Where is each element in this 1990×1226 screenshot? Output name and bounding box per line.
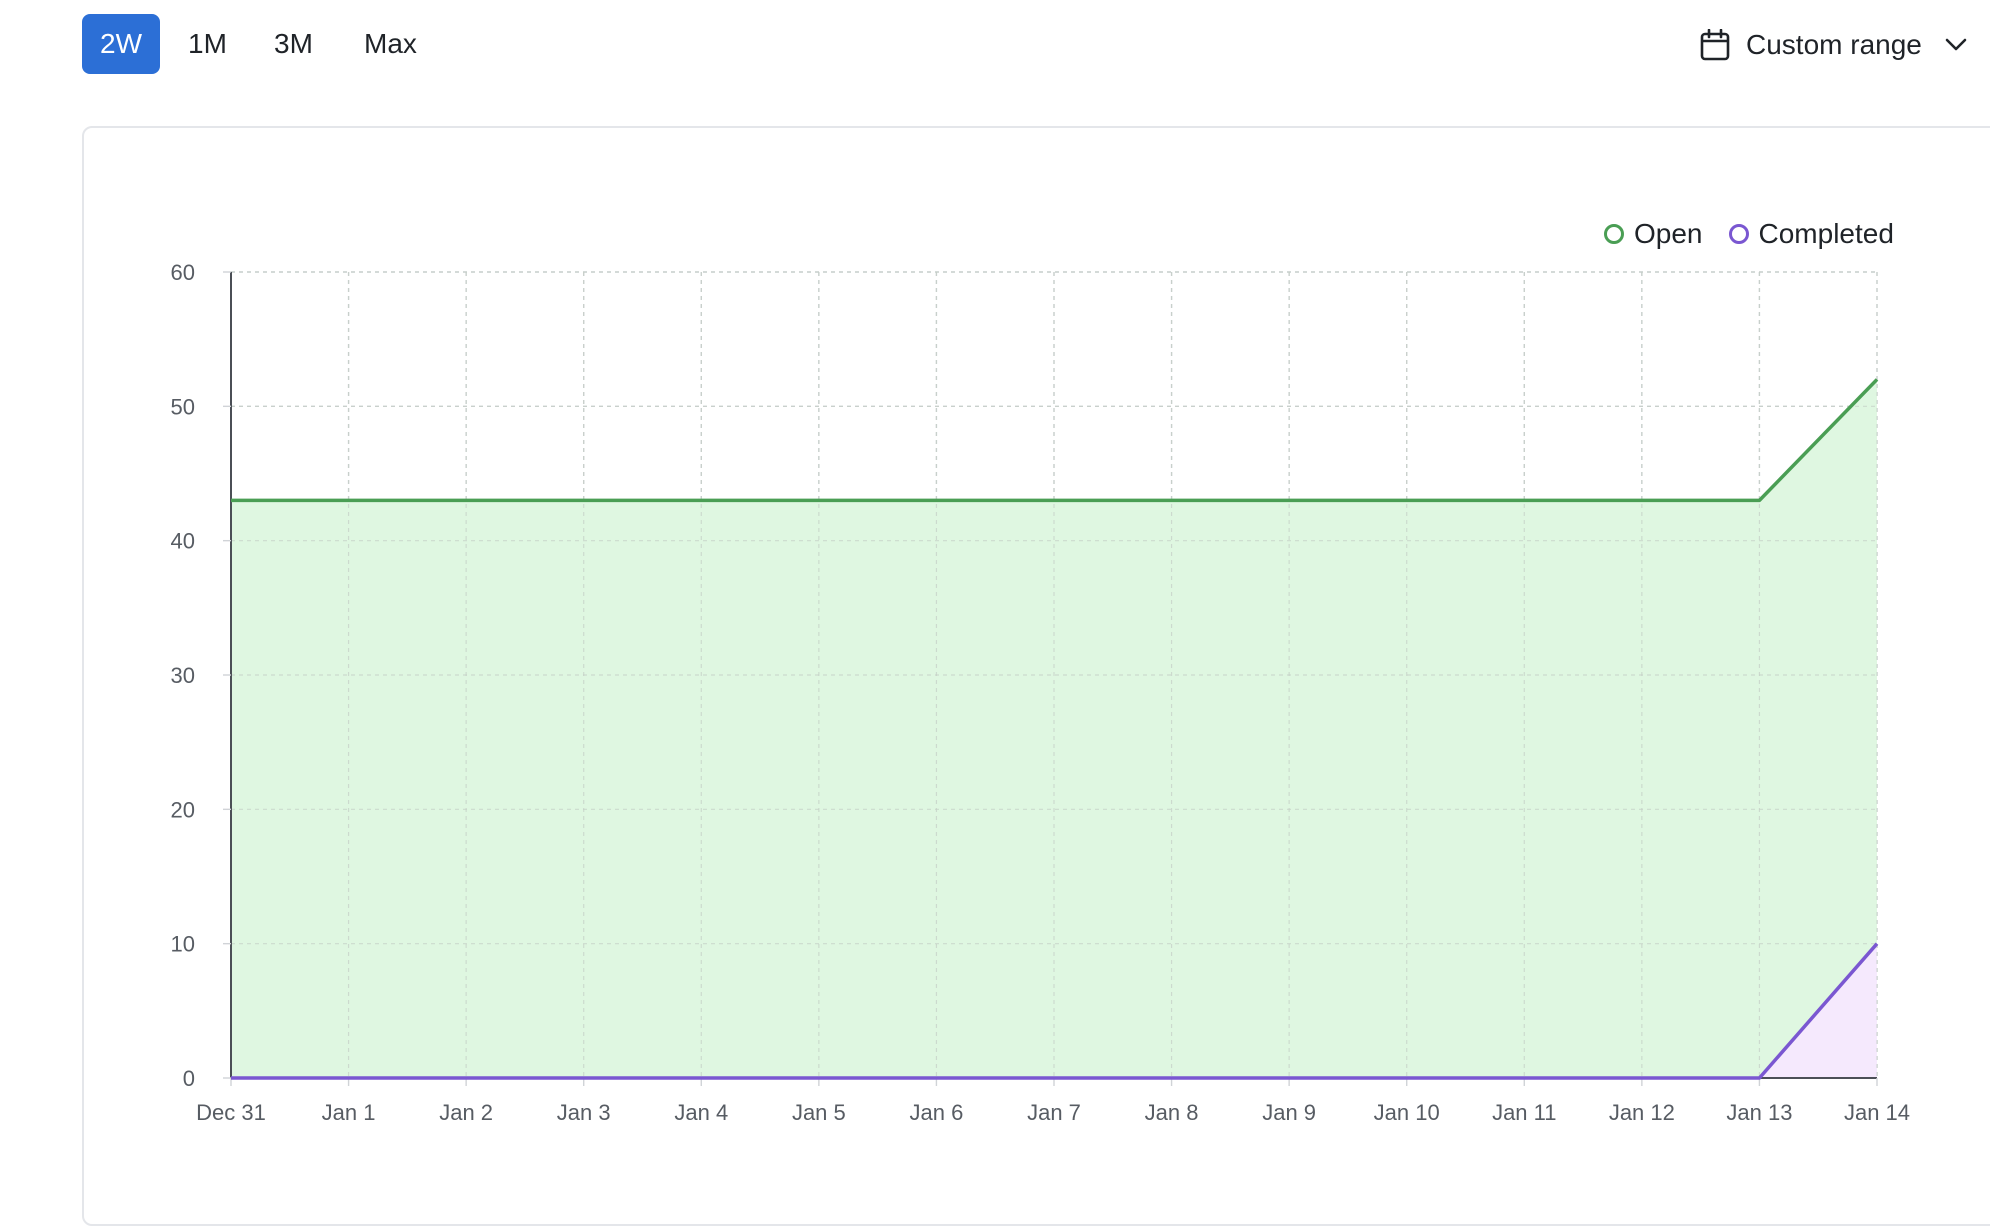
x-tick-label: Jan 13 [1726, 1100, 1792, 1125]
chart-legend: Open Completed [1604, 218, 1894, 250]
x-tick-label: Jan 2 [439, 1100, 493, 1125]
x-tick-label: Jan 14 [1844, 1100, 1910, 1125]
y-tick-label: 10 [171, 932, 195, 957]
toolbar: 2W 1M 3M Max Custom range [0, 0, 1990, 100]
chart: 0 10 20 30 40 50 60 Dec 31 Jan 1 Jan 2 Jan 3 Jan 4… [171, 260, 1911, 1125]
x-tick-label: Jan 1 [322, 1100, 376, 1125]
x-tick-label: Jan 5 [792, 1100, 846, 1125]
x-tick-label: Jan 10 [1374, 1100, 1440, 1125]
x-tick-label: Jan 12 [1609, 1100, 1675, 1125]
x-tick-label: Jan 4 [674, 1100, 728, 1125]
calendar-icon [1700, 29, 1730, 61]
range-1m-button[interactable]: 1M [188, 28, 227, 59]
x-tick-labels: Dec 31 Jan 1 Jan 2 Jan 3 Jan 4 Jan 5 Jan 6 Jan … [196, 1100, 1910, 1125]
open-legend-marker [1604, 224, 1624, 244]
completed-series-line [231, 942, 1879, 1080]
legend-label-completed: Completed [1758, 218, 1894, 249]
completed-legend-marker [1728, 224, 1749, 244]
series-lines [231, 378, 1879, 1080]
x-tick-label: Jan 7 [1027, 1100, 1081, 1125]
series-areas [230, 271, 1878, 1079]
x-tick-label: Dec 31 [196, 1100, 266, 1125]
y-tick-label: 50 [171, 394, 195, 419]
y-tick-label: 30 [171, 663, 195, 688]
y-tick-label: 20 [171, 797, 195, 822]
y-tick-label: 0 [183, 1066, 195, 1091]
y-tick-label: 40 [171, 529, 195, 554]
y-tick-labels: 0 10 20 30 40 50 60 [171, 260, 195, 1091]
range-2w-button[interactable]: 2W [82, 14, 160, 74]
chevron-down-icon [1945, 38, 1967, 51]
custom-range-label: Custom range [1746, 29, 1922, 60]
legend-label-open: Open [1634, 218, 1703, 249]
x-tick-label: Jan 9 [1262, 1100, 1316, 1125]
x-tick-label: Jan 8 [1145, 1100, 1199, 1125]
x-tick-label: Jan 11 [1492, 1100, 1556, 1125]
open-series-line [231, 378, 1879, 503]
x-tick-label: Jan 3 [557, 1100, 611, 1125]
legend-item-completed[interactable]: Completed [1728, 218, 1894, 250]
custom-range-dropdown[interactable]: Custom range [1700, 20, 1968, 70]
range-3m-button[interactable]: 3M [274, 28, 313, 59]
range-max-button[interactable]: Max [364, 28, 417, 59]
legend-item-open[interactable]: Open [1604, 218, 1703, 250]
x-tick-label: Jan 6 [910, 1100, 964, 1125]
y-tick-label: 60 [171, 260, 195, 285]
